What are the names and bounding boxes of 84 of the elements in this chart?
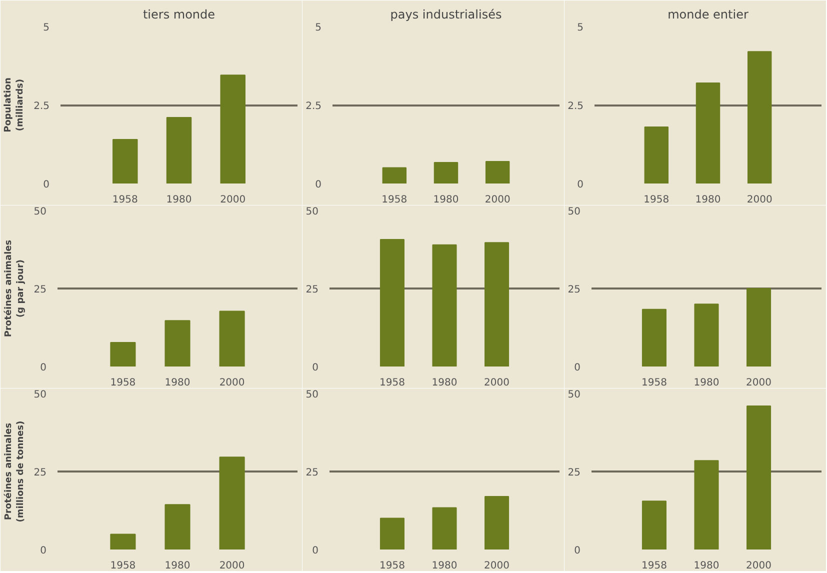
x-tick-label: 1980 <box>695 194 721 206</box>
bar <box>694 304 719 366</box>
y-tick-label: 0 <box>40 362 47 374</box>
x-tick-label: 2000 <box>484 560 510 572</box>
y-tick-label: 50 <box>34 206 47 218</box>
y-tick-label: 50 <box>34 390 47 400</box>
bar <box>746 405 772 550</box>
y-axis-title: Protéines animales (millions de tonnes) <box>2 420 26 522</box>
y-tick-label: 50 <box>306 390 319 400</box>
x-tick-label: 1958 <box>110 560 136 572</box>
bar <box>484 496 510 550</box>
y-tick-label: 5 <box>43 22 50 34</box>
y-axis-title: Protéines animales (g par jour) <box>2 240 26 338</box>
y-tick-label: 25 <box>34 284 47 296</box>
x-tick-label: 1958 <box>382 194 408 206</box>
y-tick-label: 0 <box>312 362 319 374</box>
x-tick-label: 2000 <box>484 378 510 388</box>
bar <box>220 74 246 184</box>
y-tick-label: 2.5 <box>306 101 322 112</box>
bar <box>166 117 192 184</box>
bar <box>694 460 719 550</box>
x-tick-label: 1980 <box>164 378 190 388</box>
x-tick-label: 1980 <box>694 560 720 572</box>
y-tick-label: 2.5 <box>568 101 584 112</box>
x-tick-label: 2000 <box>746 194 772 206</box>
x-tick-label: 2000 <box>746 378 772 388</box>
x-tick-label: 1958 <box>112 194 138 206</box>
y-tick-label: 25 <box>568 468 581 478</box>
y-tick-label: 0 <box>43 180 50 190</box>
bar <box>112 139 138 184</box>
y-tick-label: 50 <box>568 390 581 400</box>
x-tick-label: 1958 <box>110 378 136 388</box>
x-tick-label: 1980 <box>432 560 458 572</box>
bar <box>110 342 136 366</box>
chart-title: pays industrialisés <box>390 8 502 22</box>
y-tick-label: 0 <box>40 546 47 556</box>
bar <box>164 320 190 366</box>
x-tick-label: 1980 <box>694 378 720 388</box>
x-tick-label: 2000 <box>746 560 772 572</box>
bar <box>110 534 136 550</box>
chart-title: tiers monde <box>142 8 216 22</box>
x-tick-label: 2000 <box>219 560 245 572</box>
bar <box>219 456 245 550</box>
y-tick-label: 5 <box>577 22 584 34</box>
chart-title: monde entier <box>668 8 748 22</box>
y-tick-label: 2.5 <box>34 101 50 112</box>
y-tick-label: 0 <box>574 362 581 374</box>
bar <box>380 518 404 550</box>
x-tick-label: 2000 <box>484 194 510 206</box>
x-tick-label: 1958 <box>380 378 405 388</box>
x-tick-label: 2000 <box>219 378 245 388</box>
y-tick-label: 0 <box>574 546 581 556</box>
y-tick-label: 0 <box>312 546 319 556</box>
bar <box>434 162 458 184</box>
bar <box>747 51 772 184</box>
y-axis-title: Population (milliards) <box>4 78 26 132</box>
x-tick-label: 1980 <box>433 194 459 206</box>
bar <box>746 288 772 366</box>
bar <box>644 126 669 184</box>
y-tick-label: 25 <box>568 284 581 296</box>
y-tick-label: 25 <box>306 468 319 478</box>
x-tick-label: 1958 <box>642 560 667 572</box>
x-tick-label: 1958 <box>380 560 405 572</box>
bar <box>485 161 510 184</box>
y-tick-label: 5 <box>315 22 322 34</box>
bar <box>696 82 720 184</box>
x-tick-label: 1980 <box>164 560 190 572</box>
bar <box>642 500 666 550</box>
bar <box>432 507 457 550</box>
bar <box>164 504 190 550</box>
x-tick-label: 1980 <box>432 378 458 388</box>
y-tick-label: 50 <box>568 206 581 218</box>
bar <box>642 308 666 366</box>
bar <box>219 310 245 366</box>
y-tick-label: 50 <box>306 206 319 218</box>
bar <box>382 167 407 184</box>
x-tick-label: 1980 <box>166 194 192 206</box>
x-tick-label: 2000 <box>220 194 246 206</box>
x-tick-label: 1958 <box>642 378 667 388</box>
y-tick-label: 0 <box>577 180 584 190</box>
y-tick-label: 25 <box>306 284 319 296</box>
x-tick-label: 1958 <box>644 194 670 206</box>
y-tick-label: 25 <box>34 468 47 478</box>
y-tick-label: 0 <box>315 180 322 190</box>
